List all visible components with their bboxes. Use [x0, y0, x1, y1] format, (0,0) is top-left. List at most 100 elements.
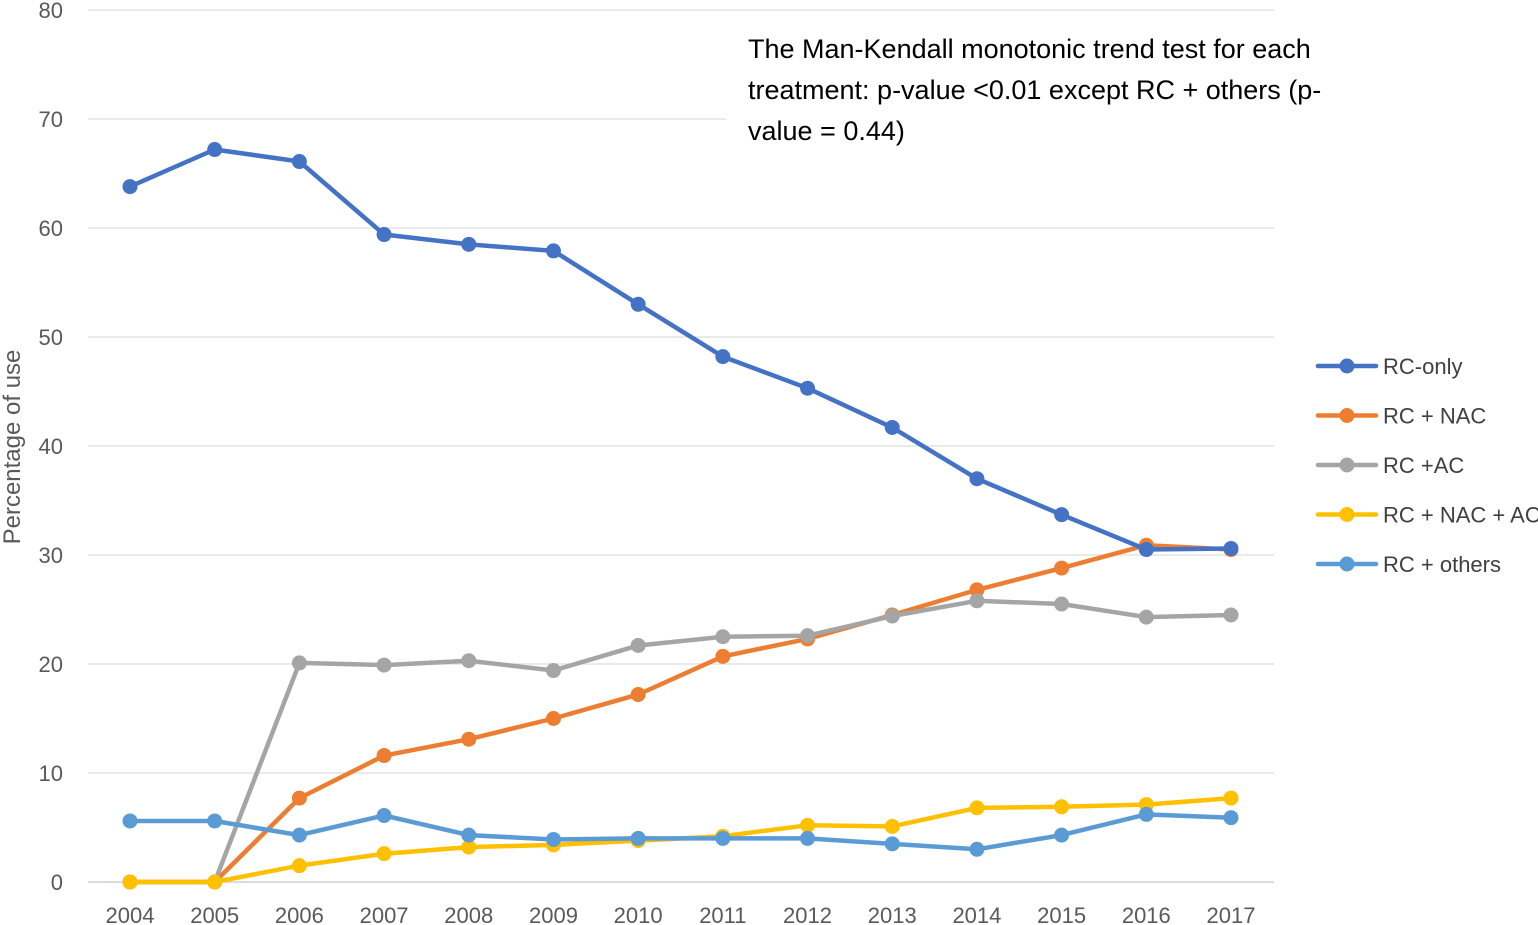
- data-point: [207, 813, 223, 829]
- y-axis-title: Percentage of use: [0, 350, 26, 545]
- legend-item: RC + NAC: [1315, 404, 1486, 429]
- data-point: [969, 841, 985, 857]
- series-line: [127, 147, 1234, 552]
- data-point: [1054, 827, 1070, 843]
- data-point: [969, 800, 985, 816]
- data-point: [884, 836, 900, 852]
- x-tick-label: 2017: [1207, 903, 1256, 925]
- data-point: [376, 748, 392, 764]
- series-line: [127, 812, 1234, 852]
- y-tick-label: 10: [39, 761, 63, 786]
- gridlines: [88, 9, 1274, 883]
- data-point: [1054, 507, 1070, 523]
- x-tick-label: 2013: [868, 903, 917, 925]
- x-tick-label: 2011: [699, 903, 746, 925]
- legend-swatch-marker: [1339, 507, 1355, 522]
- data-point: [207, 142, 223, 158]
- data-point: [1223, 810, 1239, 826]
- data-point: [969, 593, 985, 609]
- legend-swatch-marker: [1339, 408, 1355, 423]
- data-point: [291, 655, 307, 671]
- data-point: [291, 790, 307, 806]
- data-point: [122, 874, 138, 890]
- legend-item: RC-only: [1315, 354, 1462, 379]
- data-point: [461, 839, 477, 855]
- data-point: [291, 154, 307, 170]
- legend-label: RC-only: [1383, 354, 1462, 379]
- legend-label: RC + NAC + AC: [1383, 503, 1538, 528]
- y-tick-label: 40: [39, 434, 63, 459]
- y-tick-label: 0: [51, 870, 63, 895]
- data-point: [715, 349, 731, 365]
- y-tick-label: 80: [39, 0, 63, 23]
- annotation-line: value = 0.44): [748, 116, 905, 146]
- data-point: [800, 830, 816, 846]
- x-tick-label: 2004: [106, 903, 155, 925]
- annotation-line: treatment: p-value <0.01 except RC + oth…: [748, 75, 1321, 105]
- data-point: [545, 663, 561, 679]
- legend-item: RC + NAC + AC: [1315, 503, 1538, 528]
- legend-label: RC +AC: [1383, 453, 1464, 478]
- data-point: [1054, 596, 1070, 612]
- y-tick-label: 30: [39, 543, 63, 568]
- data-point: [630, 637, 646, 653]
- data-point: [715, 648, 731, 664]
- data-point: [884, 419, 900, 435]
- data-point: [291, 858, 307, 874]
- data-point: [715, 629, 731, 645]
- data-point: [461, 827, 477, 843]
- data-point: [884, 818, 900, 834]
- x-tick-label: 2015: [1037, 903, 1086, 925]
- x-tick-label: 2008: [444, 903, 493, 925]
- data-point: [545, 711, 561, 726]
- data-point: [207, 874, 223, 890]
- data-point: [291, 827, 307, 843]
- legend-swatch-marker: [1339, 556, 1355, 572]
- data-point: [800, 628, 816, 644]
- data-point: [630, 296, 646, 312]
- annotation-text: The Man-Kendall monotonic trend test for…: [748, 34, 1321, 146]
- data-point: [376, 227, 392, 243]
- data-point: [884, 608, 900, 624]
- data-point: [715, 830, 731, 846]
- legend-label: RC + NAC: [1383, 404, 1486, 429]
- data-point: [122, 179, 138, 195]
- data-point: [1138, 806, 1154, 822]
- legend-item: RC +AC: [1315, 453, 1464, 478]
- x-tick-label: 2012: [783, 903, 832, 925]
- data-point: [545, 243, 561, 259]
- data-point: [376, 808, 392, 824]
- y-tick-label: 60: [39, 216, 63, 241]
- y-tick-label: 50: [39, 325, 63, 350]
- y-axis-tick-labels: 0 10 20 30 40 50 60 70 80: [39, 0, 63, 895]
- x-tick-label: 2005: [190, 903, 239, 925]
- data-point: [461, 236, 477, 252]
- data-point: [1138, 542, 1154, 558]
- data-point: [461, 731, 477, 747]
- data-point: [1054, 560, 1070, 576]
- legend: RC-only RC + NAC RC +AC RC + NAC + AC RC + o…: [1315, 354, 1538, 577]
- y-tick-label: 20: [39, 652, 63, 677]
- data-point: [630, 687, 646, 703]
- data-point: [630, 830, 646, 846]
- x-tick-label: 2009: [529, 903, 578, 925]
- series-4: [122, 806, 1239, 857]
- data-point: [969, 582, 985, 598]
- annotation-line: The Man-Kendall monotonic trend test for…: [748, 34, 1311, 64]
- data-point: [461, 653, 477, 669]
- data-point: [376, 657, 392, 673]
- series-group: [122, 142, 1239, 890]
- series-line: [127, 598, 1234, 885]
- legend-item: RC + others: [1315, 552, 1501, 577]
- legend-label: RC + others: [1383, 552, 1501, 577]
- data-point: [122, 813, 138, 829]
- series-2: [122, 593, 1239, 890]
- x-tick-label: 2006: [275, 903, 324, 925]
- data-point: [800, 817, 816, 833]
- data-point: [1223, 607, 1239, 623]
- x-tick-label: 2007: [360, 903, 409, 925]
- x-tick-label: 2014: [952, 903, 1001, 925]
- data-point: [800, 380, 816, 396]
- data-point: [969, 471, 985, 487]
